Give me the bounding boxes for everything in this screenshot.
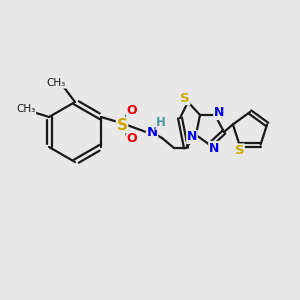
Text: S: S xyxy=(116,118,128,133)
Text: N: N xyxy=(146,125,158,139)
Text: N: N xyxy=(209,142,219,154)
Text: H: H xyxy=(156,116,166,130)
Text: CH₃: CH₃ xyxy=(16,104,36,114)
Text: N: N xyxy=(214,106,224,119)
Text: CH₃: CH₃ xyxy=(46,78,66,88)
Text: S: S xyxy=(235,144,244,157)
Text: O: O xyxy=(127,133,137,146)
Text: S: S xyxy=(180,92,190,104)
Text: N: N xyxy=(187,130,197,143)
Text: O: O xyxy=(127,104,137,118)
